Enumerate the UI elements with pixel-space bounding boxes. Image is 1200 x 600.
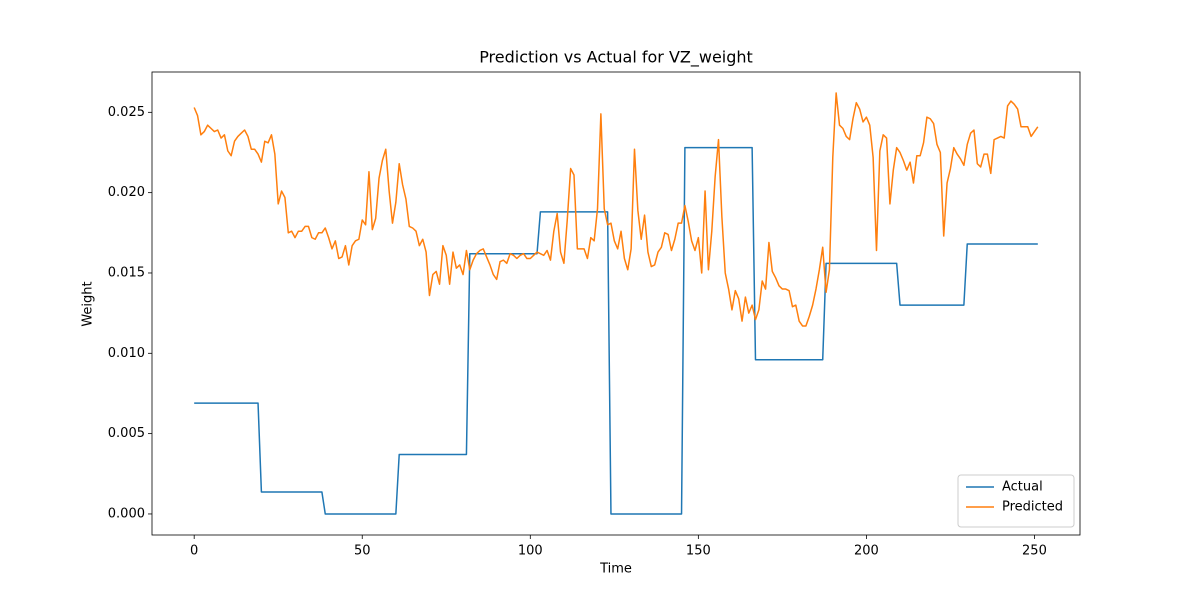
- y-tick-label: 0.010: [108, 346, 145, 361]
- y-tick-label: 0.020: [108, 185, 145, 200]
- y-tick-label: 0.000: [108, 506, 145, 521]
- x-tick-label: 100: [518, 544, 543, 559]
- x-axis-label: Time: [599, 562, 632, 577]
- legend-label: Actual: [1002, 480, 1043, 495]
- line-series: [193, 92, 1039, 327]
- y-tick-label: 0.005: [108, 426, 145, 441]
- x-tick-label: 0: [190, 544, 198, 559]
- x-tick-label: 250: [1022, 544, 1047, 559]
- x-tick-label: 150: [686, 544, 711, 559]
- legend-box: [957, 474, 1075, 528]
- y-tick-label: 0.015: [108, 265, 145, 280]
- chart-title: Prediction vs Actual for VZ_weight: [479, 48, 753, 68]
- line-series: [194, 146, 1038, 515]
- x-tick-label: 50: [354, 544, 371, 559]
- y-axis-label: Weight: [81, 281, 96, 326]
- legend-label: Predicted: [1002, 500, 1063, 515]
- x-tick-label: 200: [854, 544, 879, 559]
- y-tick-label: 0.025: [108, 105, 145, 120]
- plot-frame: [151, 71, 1081, 536]
